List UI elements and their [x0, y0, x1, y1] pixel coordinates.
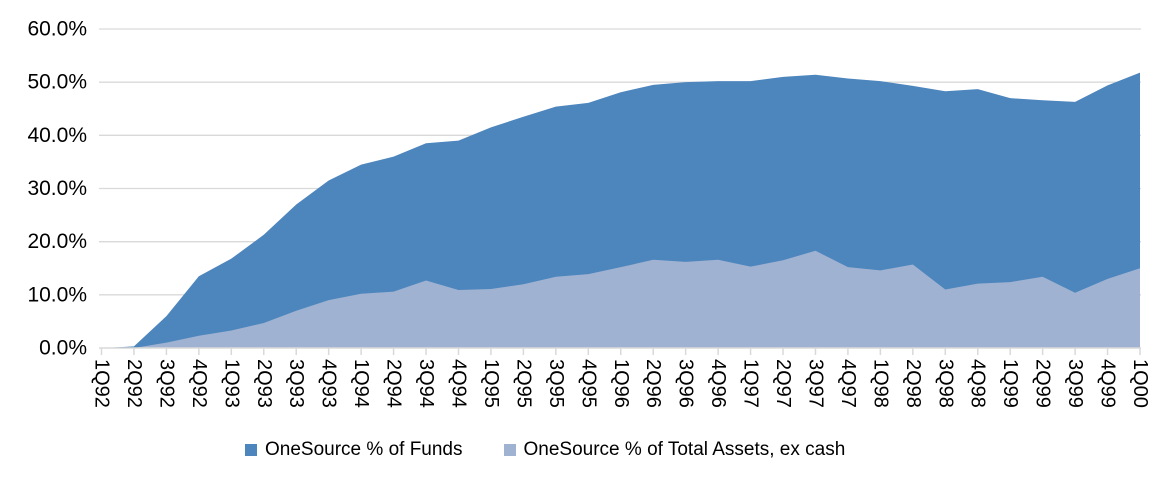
x-axis-tick-label: 3Q94	[415, 359, 437, 408]
x-axis-tick-label: 2Q99	[1032, 359, 1054, 408]
x-axis-tick-label: 1Q95	[480, 359, 502, 408]
x-axis-tick-label: 3Q98	[934, 359, 956, 408]
x-axis-tick-label: 2Q98	[902, 359, 924, 408]
y-axis-tick-label: 60.0%	[27, 18, 87, 41]
x-axis-tick-label: 3Q96	[675, 359, 697, 408]
x-axis-tick-label: 3Q97	[804, 359, 826, 408]
y-axis-tick-label: 30.0%	[27, 177, 87, 200]
x-axis-tick-label: 3Q95	[545, 359, 567, 408]
x-axis-tick-label: 1Q96	[610, 359, 632, 408]
x-axis-tick-label: 1Q92	[91, 359, 113, 408]
x-axis-tick-label: 4Q99	[1097, 359, 1119, 408]
legend-swatch-assets	[503, 444, 516, 456]
chart-legend: OneSource % of Funds OneSource % of Tota…	[245, 439, 845, 461]
x-axis-tick-label: 4Q94	[447, 359, 469, 408]
x-axis-tick-label: 2Q97	[772, 359, 794, 408]
x-axis-tick-label: 2Q92	[123, 359, 145, 408]
x-axis-tick-label: 4Q98	[967, 359, 989, 408]
y-axis-tick-label: 10.0%	[27, 283, 87, 306]
x-axis-tick-label: 2Q95	[512, 359, 534, 408]
x-axis-tick-label: 4Q95	[577, 359, 599, 408]
y-axis-tick-label: 20.0%	[27, 230, 87, 253]
legend-label-assets: OneSource % of Total Assets, ex cash	[523, 439, 846, 460]
x-axis-tick-label: 3Q99	[1064, 359, 1086, 408]
x-axis-tick-label: 2Q93	[253, 359, 275, 408]
area-series-1	[101, 250, 1140, 348]
y-axis-tick-label: 40.0%	[27, 124, 87, 147]
legend-swatch-funds	[245, 444, 257, 456]
legend-item-assets: OneSource % of Total Assets, ex cash	[503, 439, 846, 461]
x-axis-tick-label: 4Q97	[837, 359, 859, 408]
x-axis-tick-label: 1Q00	[1129, 359, 1151, 408]
x-axis-tick-label: 4Q93	[318, 359, 340, 408]
x-axis-tick-label: 3Q93	[285, 359, 307, 408]
y-axis-tick-label: 50.0%	[27, 71, 87, 94]
x-axis-tick-label: 4Q96	[707, 359, 729, 408]
x-axis-tick-label: 3Q92	[155, 359, 177, 408]
x-axis-tick-label: 1Q99	[999, 359, 1021, 408]
x-axis-tick-label: 2Q94	[383, 359, 405, 408]
x-axis-tick-label: 4Q92	[188, 359, 210, 408]
legend-item-funds: OneSource % of Funds	[245, 439, 463, 461]
x-axis-tick-label: 1Q97	[740, 359, 762, 408]
y-axis-tick-label: 0.0%	[39, 337, 87, 360]
x-axis-tick-label: 1Q94	[350, 359, 372, 408]
legend-label-funds: OneSource % of Funds	[265, 439, 463, 460]
x-axis-tick-label: 2Q96	[642, 359, 664, 408]
x-axis-tick-label: 1Q98	[869, 359, 891, 408]
x-axis-tick-label: 1Q93	[220, 359, 242, 408]
